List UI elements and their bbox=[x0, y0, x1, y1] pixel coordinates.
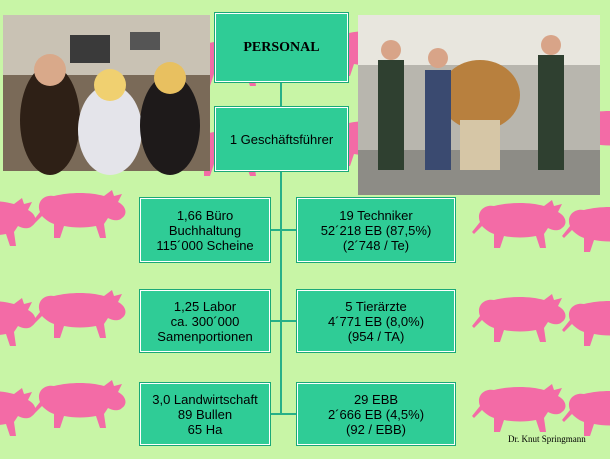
box-text: 52´218 EB (87,5%) bbox=[321, 223, 432, 238]
photo-right bbox=[358, 15, 600, 195]
box-text: 65 Ha bbox=[188, 422, 223, 437]
box-text: 3,0 Landwirtschaft bbox=[152, 392, 258, 407]
box-text: 4´771 EB (8,0%) bbox=[328, 314, 424, 329]
box-text: 1,25 Labor bbox=[174, 299, 236, 314]
box-text: PERSONAL bbox=[243, 40, 319, 55]
slide: PERSONAL 1 Geschäftsführer 1,66 BüroBuchha… bbox=[0, 0, 610, 459]
box-text: (2´748 / Te) bbox=[343, 238, 409, 253]
box-text: 29 EBB bbox=[354, 392, 398, 407]
photo-left bbox=[3, 15, 210, 175]
box-text: Samenportionen bbox=[157, 329, 252, 344]
box-text: ca. 300´000 bbox=[171, 314, 240, 329]
box-text: (954 / TA) bbox=[348, 329, 405, 344]
box-text: 19 Techniker bbox=[339, 208, 412, 223]
box-text: (92 / EBB) bbox=[346, 422, 406, 437]
org-box: 1 Geschäftsführer bbox=[215, 107, 348, 171]
box-text: 1 Geschäftsführer bbox=[230, 132, 333, 147]
org-box: PERSONAL bbox=[215, 13, 348, 82]
box-text: 115´000 Scheine bbox=[156, 238, 253, 253]
box-text: 1,66 Büro bbox=[177, 208, 233, 223]
box-text: Buchhaltung bbox=[169, 223, 241, 238]
box-text: 5 Tierärzte bbox=[345, 299, 406, 314]
box-text: 2´666 EB (4,5%) bbox=[328, 407, 424, 422]
box-text: 89 Bullen bbox=[178, 407, 232, 422]
footer: Dr. Knut Springmann bbox=[508, 434, 586, 444]
